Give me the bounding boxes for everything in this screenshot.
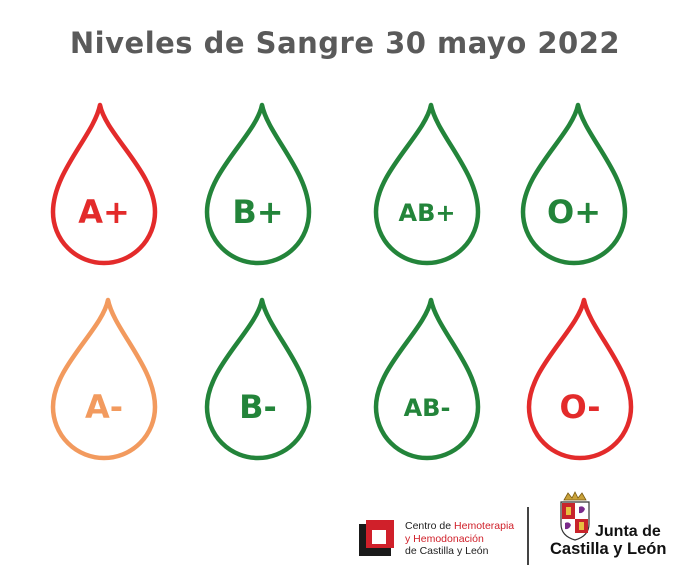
blood-type-label: B- <box>239 388 277 426</box>
center-line3: de Castilla y León <box>405 545 489 557</box>
hemotherapy-center-icon <box>359 520 394 556</box>
blood-drop-A-neg: A- <box>50 297 158 461</box>
blood-type-label: AB- <box>404 394 451 422</box>
page-title: Niveles de Sangre 30 mayo 2022 <box>69 26 621 60</box>
drop-outline <box>526 297 634 461</box>
junta-line1: Junta de <box>595 523 661 540</box>
drop-outline <box>204 102 312 266</box>
hemotherapy-center-name: Centro de Hemoterapia y Hemodonación de … <box>405 520 514 558</box>
blood-drop-A-pos: A+ <box>50 102 158 266</box>
blood-drop-B-neg: B- <box>204 297 312 461</box>
blood-drop-O-neg: O- <box>526 297 634 461</box>
drop-outline <box>520 102 628 266</box>
hemotherapy-center-logo: Centro de Hemoterapia y Hemodonación de … <box>358 515 518 565</box>
drop-outline <box>50 102 158 266</box>
blood-drop-O-pos: O+ <box>520 102 628 266</box>
center-line2: y Hemodonación <box>405 532 484 545</box>
drop-outline <box>204 297 312 461</box>
footer-divider <box>527 507 529 565</box>
blood-type-label: AB+ <box>399 199 456 227</box>
blood-type-label: A- <box>85 388 123 426</box>
blood-type-label: A+ <box>78 193 130 231</box>
blood-drop-AB-pos: AB+ <box>373 102 481 266</box>
blood-type-label: O+ <box>547 193 601 231</box>
blood-type-label: B+ <box>232 193 283 231</box>
blood-drop-B-pos: B+ <box>204 102 312 266</box>
center-line1-prefix: Centro de <box>405 520 455 532</box>
junta-castilla-leon-logo: Junta de Castilla y León <box>550 490 685 575</box>
blood-drop-AB-neg: AB- <box>373 297 481 461</box>
drop-outline <box>50 297 158 461</box>
blood-drops-grid: A+ B+ AB+ O+ A- B- AB- O- <box>50 102 634 461</box>
drop-outline <box>373 297 481 461</box>
center-line1-highlight: Hemoterapia <box>454 520 515 532</box>
blood-type-label: O- <box>559 388 600 426</box>
drop-outline <box>373 102 481 266</box>
junta-line2: Castilla y León <box>550 540 667 558</box>
coat-of-arms-icon <box>560 491 590 541</box>
